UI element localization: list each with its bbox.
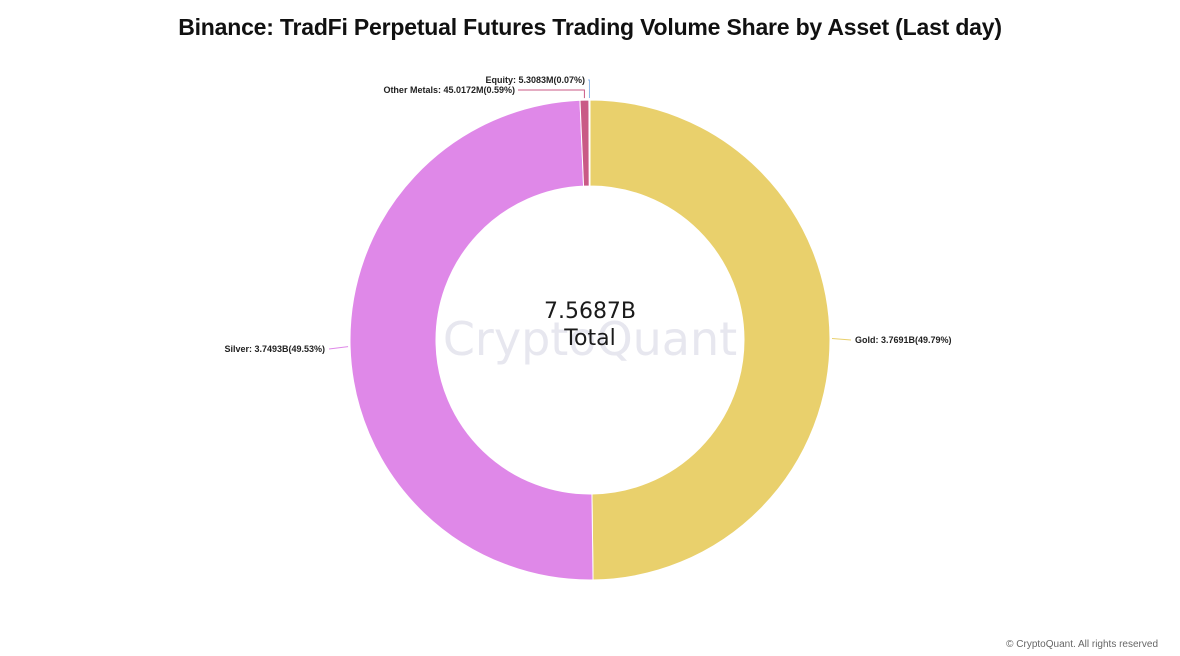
slices-group bbox=[349, 99, 831, 581]
center-total-value: 7.5687B bbox=[544, 299, 636, 324]
slice-equity bbox=[588, 99, 591, 187]
slice-label-equity: Equity: 5.3083M(0.07%) bbox=[485, 75, 585, 85]
leader-line-other-metals bbox=[518, 89, 585, 99]
leader-line-equity bbox=[588, 79, 590, 99]
leader-line-gold bbox=[831, 337, 852, 341]
slice-gold bbox=[589, 99, 831, 581]
chart-title: Binance: TradFi Perpetual Futures Tradin… bbox=[178, 14, 1002, 40]
slice-silver bbox=[349, 99, 594, 581]
slice-label-other-metals: Other Metals: 45.0172M(0.59%) bbox=[383, 85, 515, 95]
slice-label-silver: Silver: 3.7493B(49.53%) bbox=[224, 344, 325, 354]
copyright-footer: © CryptoQuant. All rights reserved bbox=[1006, 639, 1158, 650]
labels-group: Gold: 3.7691B(49.79%) Silver: 3.7493B(49.… bbox=[224, 75, 951, 354]
center-total-label: Total bbox=[563, 326, 615, 351]
watermark-text: CryptoQuant bbox=[443, 312, 737, 366]
slice-label-gold: Gold: 3.7691B(49.79%) bbox=[855, 335, 952, 345]
leader-line-silver bbox=[328, 346, 349, 350]
